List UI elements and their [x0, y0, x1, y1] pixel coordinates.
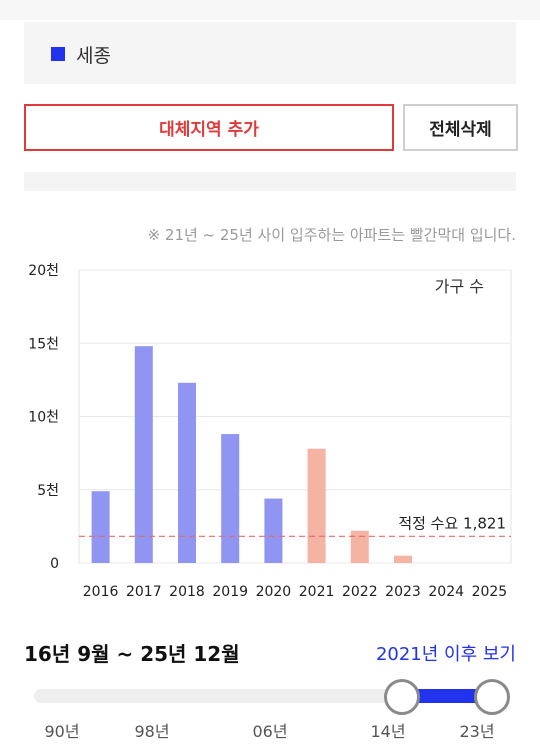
bar-2019 [221, 434, 240, 563]
region-name: 세종 [76, 45, 111, 67]
slider-label: 06년 [252, 722, 288, 741]
slider-label: 14년 [370, 722, 406, 741]
x-tick-label: 2025 [472, 584, 508, 600]
x-tick-label: 2021 [299, 584, 335, 600]
period-slider-end-handle[interactable] [474, 679, 510, 715]
period-range: 16년 9월 ~ 25년 12월 [24, 642, 240, 666]
period-slider-track[interactable] [34, 689, 498, 703]
slider-label: 98년 [134, 722, 170, 741]
x-tick-label: 2022 [342, 584, 378, 600]
region-legend-box: 세종 [24, 22, 516, 84]
clear-all-button[interactable]: 전체삭제 [403, 104, 518, 151]
period-slider-start-handle[interactable] [384, 679, 420, 715]
bar-2020 [264, 498, 283, 563]
slider-label: 90년 [44, 722, 80, 741]
y-tick-label: 0 [50, 556, 59, 572]
view-after-2021-link[interactable]: 2021년 이후 보기 [375, 644, 516, 665]
region-color-swatch [51, 47, 65, 61]
period-slider-range [402, 689, 492, 703]
section-divider [24, 172, 516, 191]
y-tick-label: 20천 [28, 263, 59, 279]
bar-2017 [134, 346, 153, 563]
supply-bar-chart: 0 5천 10천 15천 20천 2016 2017 2018 2019 2020 2021 2022… [28, 263, 512, 600]
bar-2018 [178, 382, 196, 563]
bar-2023 [394, 555, 412, 563]
y-tick-label: 10천 [28, 410, 59, 426]
slider-label: 23년 [459, 722, 495, 741]
x-tick-label: 2017 [126, 584, 162, 600]
reference-line-label: 적정 수요 1,821 [398, 514, 506, 532]
bar-2022 [350, 530, 369, 563]
unit-label: 가구 수 [435, 277, 484, 296]
x-tick-label: 2024 [428, 584, 464, 600]
y-tick-label: 15천 [28, 336, 59, 352]
x-tick-label: 2018 [169, 584, 205, 600]
chart-note: ※ 21년 ~ 25년 사이 입주하는 아파트는 빨간막대 입니다. [147, 226, 516, 244]
x-tick-label: 2020 [256, 584, 292, 600]
x-tick-label: 2019 [212, 584, 248, 600]
y-tick-label: 5천 [37, 483, 59, 499]
add-region-button[interactable]: 대체지역 추가 [24, 104, 394, 151]
bar-2016 [91, 491, 110, 563]
x-tick-label: 2016 [83, 584, 119, 600]
top-strip [0, 0, 540, 20]
bar-2021 [307, 448, 326, 563]
x-tick-label: 2023 [385, 584, 421, 600]
